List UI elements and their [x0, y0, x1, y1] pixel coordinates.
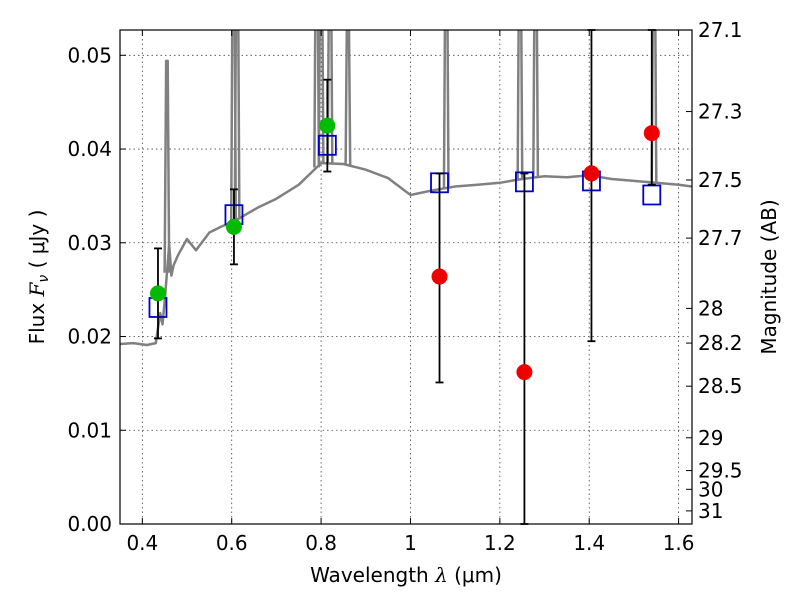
detection-point — [149, 285, 166, 302]
emission-line-spike — [326, 30, 334, 164]
y2-tick-label: 27.5 — [698, 168, 743, 192]
y-axis-label-symbol: F — [25, 281, 49, 297]
nondetection-point — [516, 364, 533, 381]
emission-line-spike — [317, 30, 325, 164]
axes: 0.4 0.6 0.8 1 1.2 1.4 1.6 0.00 0.01 0.02 0.03 0.04 0… — [67, 18, 742, 555]
grid — [120, 30, 692, 525]
emission-line-spike — [532, 30, 540, 178]
markers — [148, 29, 662, 525]
y2-tick-label: 27.7 — [698, 226, 743, 250]
x-axis-label-text: Wavelength — [310, 563, 429, 587]
plot-frame — [119, 29, 693, 525]
y2-tick-label: 28 — [698, 296, 723, 320]
detection-point — [319, 117, 336, 134]
x-axis-label: Wavelength λ (μm) — [310, 563, 502, 587]
y-tick-label: 0.01 — [67, 418, 112, 442]
detection-point — [225, 218, 242, 235]
y2-tick-label: 28.5 — [698, 374, 743, 398]
y-tick-label: 0.04 — [67, 137, 112, 161]
y2-tick-label: 29 — [698, 426, 723, 450]
y-tick-label: 0.00 — [67, 512, 112, 536]
y2-tick-label: 28.2 — [698, 331, 743, 355]
x-tick-label: 0.8 — [305, 531, 337, 555]
nondetection-point — [583, 165, 600, 182]
y2-tick-label: 27.1 — [698, 18, 743, 42]
y2-tick-label: 31 — [698, 499, 723, 523]
y-tick-label: 0.03 — [67, 231, 112, 255]
emission-line-spike — [233, 30, 241, 220]
y-tick-label: 0.05 — [67, 43, 112, 67]
y2-axis-label: Magnitude (AB) — [757, 199, 781, 354]
emission-line-spike — [516, 30, 524, 180]
nondetection-point — [431, 268, 448, 285]
x-tick-label: 1.6 — [663, 531, 695, 555]
nondetection-point — [643, 125, 660, 142]
emission-line-spike — [313, 30, 321, 168]
emission-line-spike — [163, 59, 171, 273]
y-axis-label-subscript: ν — [36, 275, 52, 283]
y-axis-label-text: Flux — [25, 303, 49, 345]
x-tick-label: 0.6 — [216, 531, 248, 555]
emission-line-spike — [344, 30, 352, 166]
x-tick-label: 1.2 — [484, 531, 516, 555]
y-axis-label-unit: ( μJy ) — [25, 210, 49, 269]
y2-tick-label: 30 — [698, 477, 723, 501]
sed-line — [120, 161, 692, 347]
plot-area — [120, 30, 692, 347]
x-tick-label: 1 — [404, 531, 417, 555]
y-tick-label: 0.02 — [67, 325, 112, 349]
model-band-square — [642, 184, 662, 206]
y2-tick-label: 29.5 — [698, 459, 743, 483]
x-tick-label: 0.4 — [126, 531, 158, 555]
emission-line-spike — [442, 30, 450, 189]
y-axis-label: Flux Fν ( μJy ) — [25, 210, 52, 345]
x-tick-label: 1.4 — [573, 531, 605, 555]
x-axis-label-symbol: λ — [434, 563, 448, 587]
x-axis-label-unit: (μm) — [454, 563, 502, 587]
y2-tick-label: 27.3 — [698, 100, 743, 124]
